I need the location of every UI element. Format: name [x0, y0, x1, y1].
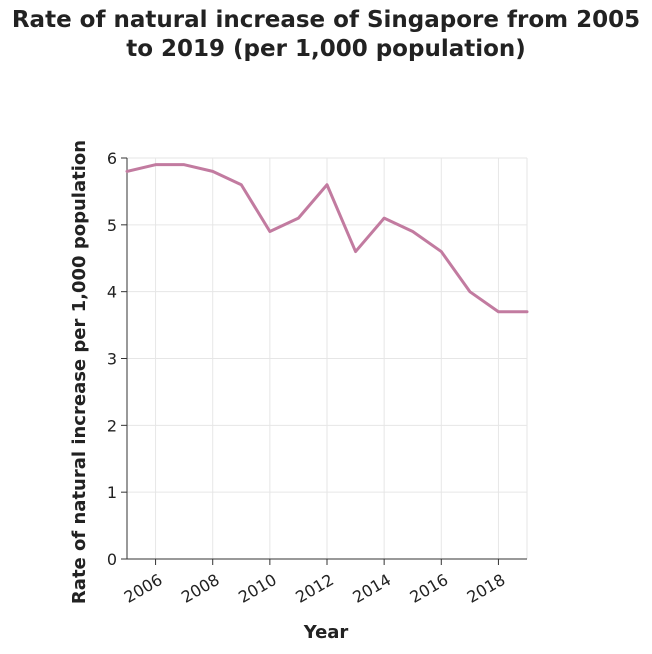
x-tick-label: 2006	[121, 570, 166, 607]
y-tick-label: 3	[107, 350, 117, 369]
y-tick-label: 5	[107, 216, 117, 235]
grid-lines	[127, 157, 528, 560]
y-tick-label: 6	[107, 149, 117, 168]
x-tick-label: 2008	[178, 570, 223, 607]
x-tick-label: 2010	[235, 570, 280, 607]
series-line	[125, 163, 529, 314]
x-tick-label: 2012	[292, 570, 337, 607]
series-lines	[125, 163, 529, 314]
x-tick-label: 2018	[464, 570, 509, 607]
y-tick-labels: 0 1 2 3 4 5 6	[107, 149, 117, 569]
y-tick-label: 4	[107, 283, 117, 302]
chart-title: Rate of natural increase of Singapore fr…	[11, 7, 641, 62]
y-tick-label: 0	[107, 550, 117, 569]
x-tick-labels: 2006 2008 2010 2012 2014 2016 2018	[121, 570, 509, 607]
y-tick-label: 1	[107, 483, 117, 502]
x-tick-label: 2016	[407, 570, 452, 607]
axes	[121, 157, 527, 565]
y-tick-label: 2	[107, 416, 117, 435]
x-axis-label: Year	[303, 622, 349, 643]
x-tick-label: 2014	[349, 570, 394, 607]
y-axis-label: Rate of natural increase per 1,000 popul…	[69, 140, 90, 604]
